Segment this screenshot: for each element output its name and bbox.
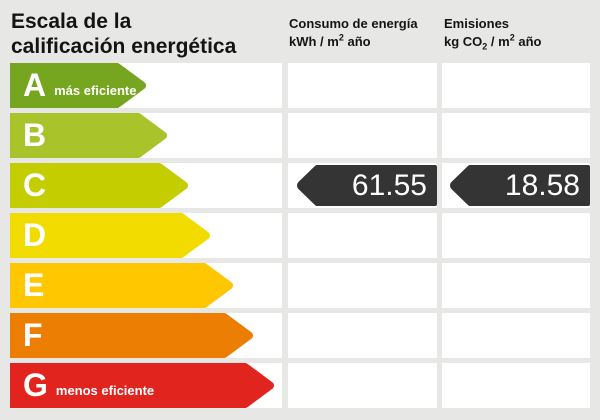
emisiones-value: 18.58 [504, 169, 580, 202]
column-header-consumo: Consumo de energía kWh / m2 año [289, 15, 418, 51]
scale-cell-g: G menos eficiente [10, 363, 282, 408]
consumo-unit: kWh / m2 año [289, 32, 371, 49]
consumo-cell-a [288, 63, 437, 108]
consumo-cell-f [288, 313, 437, 358]
left-arrow-icon [450, 165, 590, 206]
rating-letter-c: C [23, 167, 47, 203]
rating-arrow-b [10, 113, 167, 158]
emisiones-cell-e [442, 263, 590, 308]
scale-row-b: B [0, 113, 600, 158]
rating-label-f: F [23, 313, 51, 358]
scale-row-f: F [0, 313, 600, 358]
column-header-emisiones: Emisiones kg CO2 / m2 año [444, 15, 541, 51]
emisiones-cell-g [442, 363, 590, 408]
rating-label-g: G menos eficiente [23, 363, 154, 408]
rating-arrow-d [10, 213, 210, 258]
emisiones-value-arrow: 18.58 [450, 165, 590, 206]
rating-arrow-f [10, 313, 253, 358]
scale-row-a: A más eficiente [0, 63, 600, 108]
emisiones-cell-d [442, 213, 590, 258]
rating-label-b: B [23, 113, 54, 158]
consumo-cell-g [288, 363, 437, 408]
emisiones-unit: kg CO2 / m2 año [444, 32, 542, 52]
scale-row-c: C 61.55 18.58 [0, 163, 600, 208]
left-arrow-icon [297, 165, 437, 206]
emisiones-cell-f [442, 313, 590, 358]
rating-arrow-a [10, 63, 146, 108]
rating-letter-f: F [23, 317, 43, 353]
rating-sublabel-a: más eficiente [54, 83, 137, 98]
consumo-cell-e [288, 263, 437, 308]
rating-label-d: D [23, 213, 54, 258]
consumo-cell-b [288, 113, 437, 158]
scale-cell-e: E [10, 263, 282, 308]
emisiones-cell-c: 18.58 [442, 163, 590, 208]
consumo-cell-d [288, 213, 437, 258]
scale-cell-b: B [10, 113, 282, 158]
rating-letter-d: D [23, 217, 47, 253]
rating-arrow-g [10, 363, 274, 408]
rating-sublabel-g: menos eficiente [55, 383, 155, 398]
rating-arrow-c [10, 163, 188, 208]
scale-row-g: G menos eficiente [0, 363, 600, 408]
rating-letter-e: E [23, 267, 45, 303]
consumo-title: Consumo de energía [289, 16, 418, 31]
rating-letter-a: A [23, 67, 47, 103]
consumo-value: 61.55 [351, 169, 427, 202]
page-title: Escala de la calificación energética [11, 10, 237, 58]
rating-label-a: A más eficiente [23, 63, 136, 108]
consumo-value-arrow: 61.55 [297, 165, 437, 206]
scale-cell-a: A más eficiente [10, 63, 282, 108]
rating-label-e: E [23, 263, 52, 308]
scale-row-d: D [0, 213, 600, 258]
emisiones-cell-a [442, 63, 590, 108]
scale-row-e: E [0, 263, 600, 308]
rating-arrow-e [10, 263, 233, 308]
rating-label-c: C [23, 163, 54, 208]
scale-cell-d: D [10, 213, 282, 258]
scale-cell-c: C [10, 163, 282, 208]
emisiones-cell-b [442, 113, 590, 158]
scale-cell-f: F [10, 313, 282, 358]
rating-letter-g: G [23, 367, 48, 403]
rating-letter-b: B [23, 117, 47, 153]
consumo-cell-c: 61.55 [288, 163, 437, 208]
emisiones-title: Emisiones [444, 16, 510, 31]
